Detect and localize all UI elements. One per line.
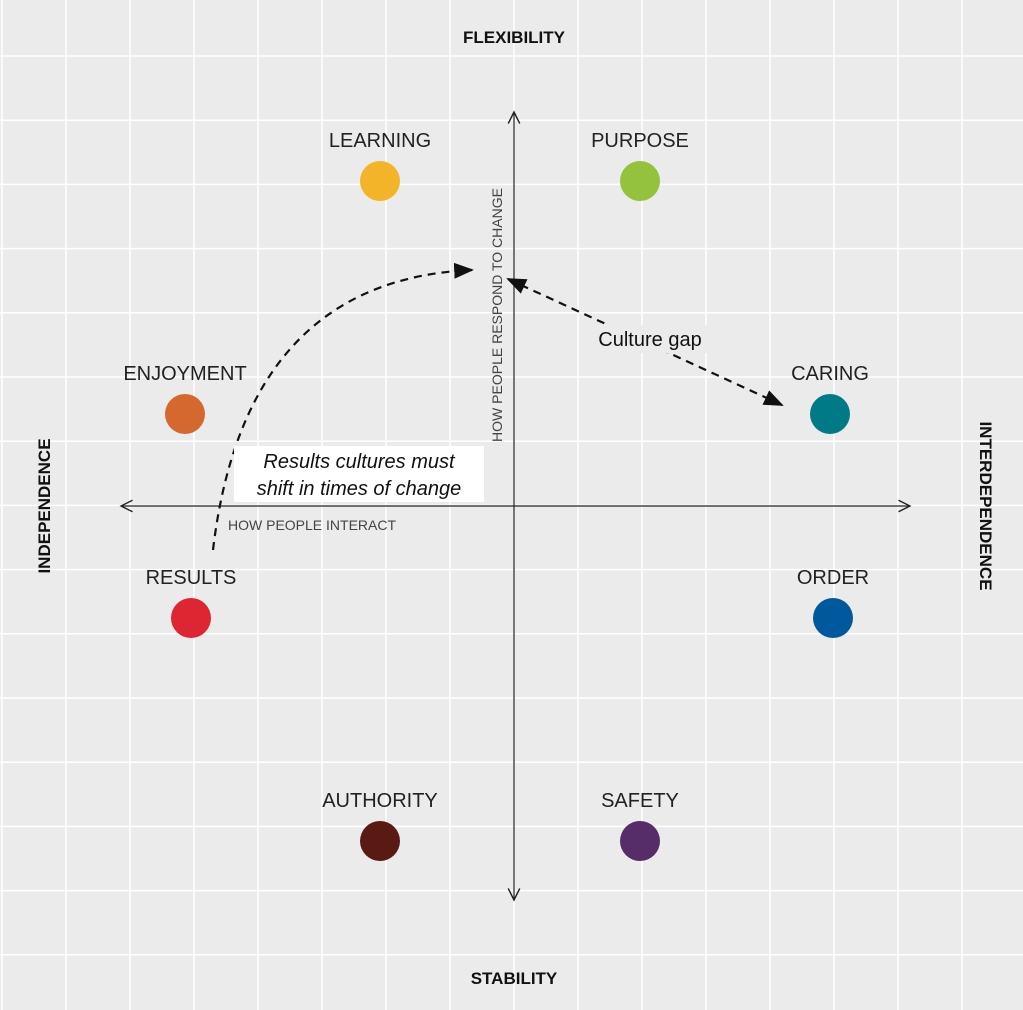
note-box	[584, 325, 716, 353]
node-label: CARING	[791, 363, 869, 385]
axis-pole: INTERDEPENDENCE	[976, 421, 995, 590]
axis-pole: INDEPENDENCE	[35, 438, 54, 573]
note: Culture gap	[598, 329, 701, 351]
node-dot	[360, 821, 400, 861]
node-label: ORDER	[797, 567, 869, 589]
axis-pole: STABILITY	[471, 969, 558, 988]
axis-description: HOW PEOPLE RESPOND TO CHANGE	[489, 188, 505, 442]
node-label: RESULTS	[146, 567, 237, 589]
node-dot	[171, 598, 211, 638]
node-dot	[810, 394, 850, 434]
note: shift in times of change	[257, 478, 462, 500]
node-label: LEARNING	[329, 130, 431, 152]
node-dot	[360, 161, 400, 201]
note-box	[234, 446, 484, 502]
node-label: SAFETY	[601, 790, 679, 812]
node-label: AUTHORITY	[322, 790, 438, 812]
node-label: ENJOYMENT	[123, 363, 246, 385]
node-dot	[620, 821, 660, 861]
node-dot	[813, 598, 853, 638]
note: Results cultures must	[263, 451, 456, 473]
axis-pole: FLEXIBILITY	[463, 28, 566, 47]
node-dot	[620, 161, 660, 201]
node-dot	[165, 394, 205, 434]
nodes: LEARNING PURPOSE ENJOYMENT CARING RESULTS ORD…	[123, 130, 869, 861]
axis-description: HOW PEOPLE INTERACT	[228, 517, 396, 533]
node-label: PURPOSE	[591, 130, 689, 152]
